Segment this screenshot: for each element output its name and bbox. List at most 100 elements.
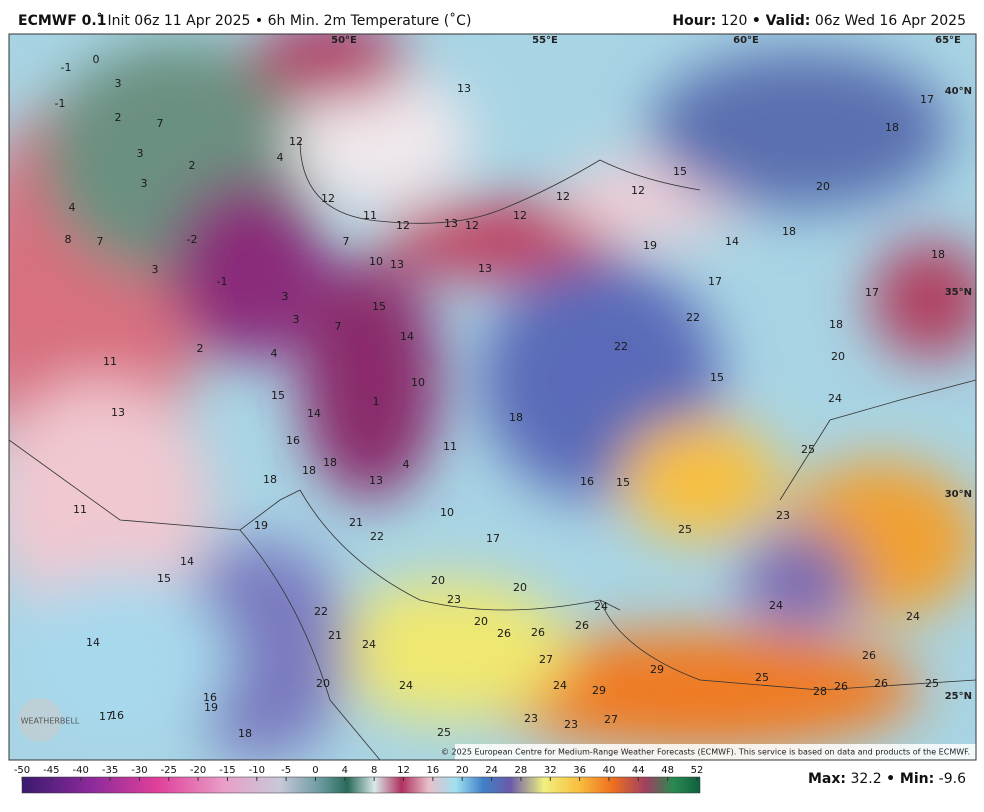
- temperature-label: 22: [370, 530, 384, 543]
- temperature-label: 15: [271, 389, 285, 402]
- colorbar-label: -5: [281, 765, 291, 776]
- min: -9.6: [939, 771, 966, 787]
- temperature-label: 3: [115, 77, 122, 90]
- temperature-label: 26: [874, 677, 888, 690]
- temperature-label: 7: [157, 117, 164, 130]
- colorbar-label: 16: [427, 765, 440, 776]
- colorbar-label: -20: [190, 765, 206, 776]
- copyright: © 2025 European Centre for Medium-Range …: [441, 748, 970, 757]
- temperature-label: 29: [650, 663, 664, 676]
- colorbar-label: -40: [73, 765, 89, 776]
- colorbar-label: 20: [456, 765, 469, 776]
- temperature-label: 4: [277, 151, 284, 164]
- temperature-label: 25: [925, 677, 939, 690]
- temperature-label: 25: [801, 443, 815, 456]
- temperature-label: 17: [99, 710, 113, 723]
- temperature-label: 19: [204, 701, 218, 714]
- temperature-label: 4: [69, 201, 76, 214]
- temperature-label: 17: [486, 532, 500, 545]
- longitude-label: 55°E: [532, 35, 558, 46]
- temperature-label: 20: [316, 677, 330, 690]
- temperature-label: 2: [189, 159, 196, 172]
- colorbar-label: -25: [161, 765, 177, 776]
- valid-label: • Valid:: [752, 13, 811, 29]
- colorbar-label: 24: [485, 765, 498, 776]
- hour: 120: [721, 13, 748, 29]
- temperature-label: 18: [323, 456, 337, 469]
- temperature-label: 18: [931, 248, 945, 261]
- temperature-label: 23: [524, 712, 538, 725]
- temperature-label: 4: [403, 458, 410, 471]
- temperature-label: 22: [614, 340, 628, 353]
- temperature-label: 24: [362, 638, 376, 651]
- temperature-label: 3: [137, 147, 144, 160]
- model: ECMWF 0.1: [18, 13, 106, 29]
- coastline: [299, 489, 621, 611]
- temperature-label: 8: [65, 233, 72, 246]
- longitude-label: 60°E: [733, 35, 759, 46]
- temperature-label: 14: [86, 636, 100, 649]
- temperature-label: 26: [575, 619, 589, 632]
- temperature-label: 21: [328, 629, 342, 642]
- temperature-label: 18: [829, 318, 843, 331]
- temperature-label: 24: [594, 600, 608, 613]
- copyright-box: [455, 744, 976, 760]
- temperature-label: -1: [217, 275, 228, 288]
- temperature-label: 14: [180, 555, 194, 568]
- temperature-label: 28: [813, 685, 827, 698]
- temperature-label: 19: [254, 519, 268, 532]
- temperature-label: 7: [97, 235, 104, 248]
- hour-label: Hour:: [672, 13, 716, 29]
- temperature-label: 13: [457, 82, 471, 95]
- temperature-label: 15: [372, 300, 386, 313]
- colorbar-label: -50: [14, 765, 30, 776]
- temperature-label: -2: [187, 233, 198, 246]
- temperature-label: 11: [443, 440, 457, 453]
- temperature-label: 27: [604, 713, 618, 726]
- temperature-label: 12: [289, 135, 303, 148]
- temperature-label: 10: [411, 376, 425, 389]
- temperature-label: 1: [373, 395, 380, 408]
- temperature-label: 23: [776, 509, 790, 522]
- max-min: Max: 32.2 • Min: -9.6: [808, 771, 966, 787]
- temperature-label: 16: [286, 434, 300, 447]
- temperature-label: 17: [865, 286, 879, 299]
- temperature-label: 26: [834, 680, 848, 693]
- valid: 06z Wed 16 Apr 2025: [815, 13, 966, 29]
- colorbar-label: 0: [312, 765, 318, 776]
- temperature-label: 15: [157, 572, 171, 585]
- map-frame: [8, 33, 977, 761]
- temperature-label: 26: [862, 649, 876, 662]
- temperature-label: 12: [396, 219, 410, 232]
- temperature-label: 10: [440, 506, 454, 519]
- temperature-label: 2: [197, 342, 204, 355]
- temperature-label: 15: [710, 371, 724, 384]
- header: ECMWF 0.1 ˚ Init 06z 11 Apr 2025 • 6h Mi…: [18, 12, 966, 29]
- temperature-label: 12: [465, 219, 479, 232]
- graticule-labels: 50°E 55°E 60°E 65°E 40°N 35°N 30°N 25°N: [331, 35, 972, 702]
- temperature-label: 13: [369, 474, 383, 487]
- temperature-label: 25: [678, 523, 692, 536]
- border: [779, 379, 976, 501]
- temperature-label: 24: [828, 392, 842, 405]
- temperature-label: 10: [369, 255, 383, 268]
- temperature-label: 20: [816, 180, 830, 193]
- temperature-label: 16: [580, 475, 594, 488]
- temperature-label: 14: [400, 330, 414, 343]
- temperature-label: 4: [271, 347, 278, 360]
- temperature-label: 18: [238, 727, 252, 740]
- temperature-label: 18: [263, 473, 277, 486]
- temperature-label: 13: [444, 217, 458, 230]
- temperature-label: 29: [592, 684, 606, 697]
- temperature-label: 16: [203, 691, 217, 704]
- temperature-label: 11: [103, 355, 117, 368]
- temperature-label: 12: [321, 192, 335, 205]
- temperature-label: 15: [673, 165, 687, 178]
- temperature-label: 25: [755, 671, 769, 684]
- temperature-label: 7: [343, 235, 350, 248]
- temperature-label: 24: [906, 610, 920, 623]
- temperature-label: 21: [349, 516, 363, 529]
